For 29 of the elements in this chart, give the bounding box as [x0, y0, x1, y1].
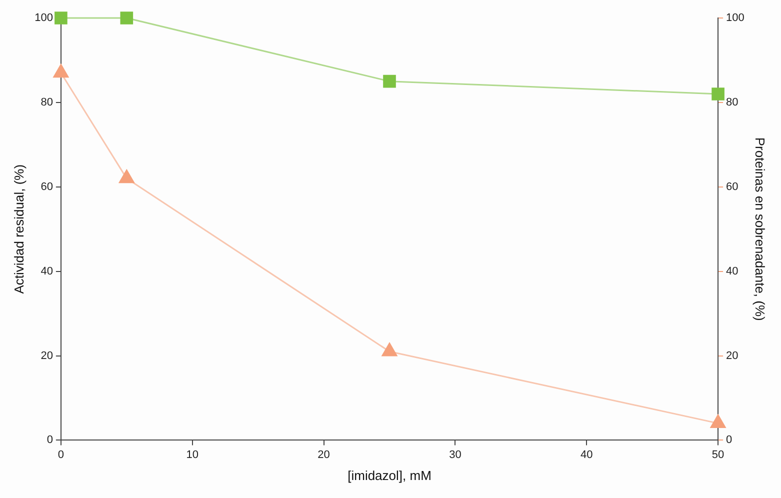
y2-tick-label: 80 — [726, 96, 738, 108]
y2-tick-label: 40 — [726, 265, 738, 278]
x-tick-label: 0 — [58, 448, 64, 461]
point — [118, 170, 134, 184]
x-tick-label: 30 — [449, 448, 462, 461]
y-tick-label: 100 — [34, 12, 53, 24]
y-tick-label: 20 — [40, 350, 53, 362]
x-tick-label: 40 — [580, 448, 593, 461]
point — [710, 414, 726, 428]
y2-tick-label: 20 — [726, 350, 738, 362]
point — [120, 12, 134, 24]
y-axis-title: Actividad residual, (%) — [11, 164, 26, 294]
x-tick-label: 50 — [712, 448, 724, 461]
y2-axis-title: Proteinas en sobrenadante, (%) — [752, 137, 768, 321]
point — [54, 12, 68, 24]
x-tick-label: 20 — [318, 448, 330, 461]
x-axis-title: [imidazol], mM — [348, 468, 432, 483]
x-tick-label: 10 — [186, 448, 198, 461]
y-tick-label: 60 — [40, 180, 53, 193]
point — [53, 64, 69, 78]
y-tick-label: 80 — [40, 96, 53, 108]
y-tick-label: 0 — [46, 434, 53, 446]
y2-tick-label: 60 — [726, 180, 738, 193]
y-tick-label: 40 — [40, 265, 53, 278]
point — [382, 342, 398, 356]
point — [712, 88, 724, 100]
point — [383, 74, 396, 88]
y2-tick-label: 100 — [726, 12, 744, 24]
y2-tick-label: 0 — [726, 434, 732, 446]
